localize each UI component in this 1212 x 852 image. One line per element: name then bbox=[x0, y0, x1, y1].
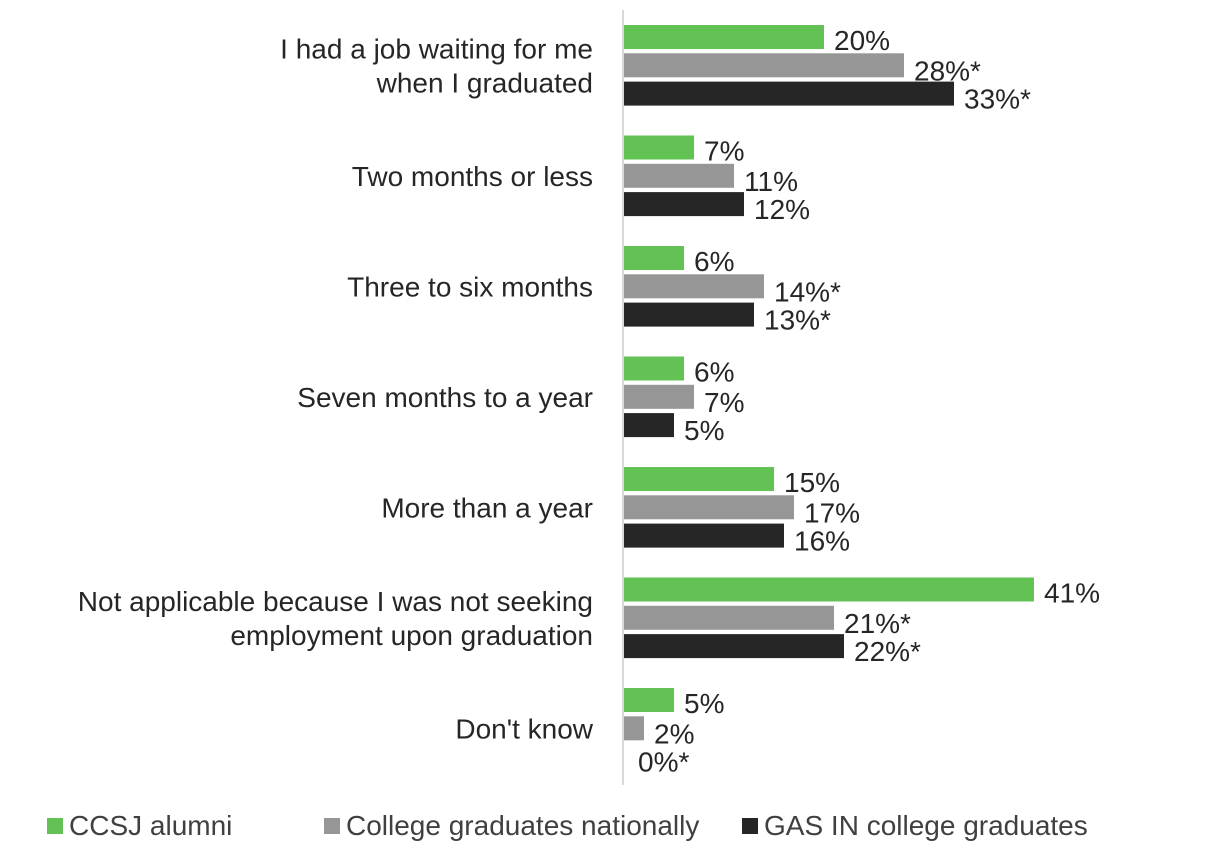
legend-item: GAS IN college graduates bbox=[742, 810, 1088, 842]
bar bbox=[624, 356, 684, 381]
data-label: 20% bbox=[834, 25, 890, 56]
data-label: 6% bbox=[694, 246, 734, 277]
category-label-line: Don't know bbox=[455, 713, 593, 744]
category-label: Don't know bbox=[455, 713, 593, 744]
category-label-line: Two months or less bbox=[352, 161, 593, 192]
category-label-line: I had a job waiting for me bbox=[280, 33, 593, 64]
bar bbox=[624, 135, 694, 160]
category-label: Two months or less bbox=[352, 161, 593, 192]
bar bbox=[624, 53, 904, 78]
data-label: 2% bbox=[654, 718, 694, 749]
data-label: 14%* bbox=[774, 276, 841, 307]
data-label: 22%* bbox=[854, 636, 921, 667]
category-label: Seven months to a year bbox=[297, 382, 593, 413]
data-label: 21%* bbox=[844, 608, 911, 639]
data-label: 0%* bbox=[638, 747, 689, 778]
bar bbox=[624, 523, 784, 548]
legend-swatch bbox=[742, 818, 758, 834]
category-label-line: More than a year bbox=[381, 492, 593, 523]
bar bbox=[624, 25, 824, 49]
data-label: 28%* bbox=[914, 55, 981, 86]
category-label-line: employment upon graduation bbox=[230, 620, 593, 651]
data-label: 5% bbox=[684, 415, 724, 446]
bar bbox=[624, 192, 744, 217]
bar bbox=[624, 634, 844, 659]
bar bbox=[624, 384, 694, 409]
bar bbox=[624, 577, 1034, 602]
bar bbox=[624, 467, 774, 491]
data-label: 5% bbox=[684, 688, 724, 719]
category-label-line: Seven months to a year bbox=[297, 382, 593, 413]
data-label: 15% bbox=[784, 467, 840, 498]
legend-item: College graduates nationally bbox=[324, 810, 699, 842]
legend-swatch bbox=[324, 818, 340, 834]
category-label-line: Not applicable because I was not seeking bbox=[78, 586, 593, 617]
data-label: 7% bbox=[704, 387, 744, 418]
bar bbox=[624, 716, 644, 741]
category-label: Three to six months bbox=[347, 271, 593, 302]
legend: CCSJ alumni College graduates nationally G… bbox=[0, 810, 1212, 852]
category-label: Not applicable because I was not seeking… bbox=[78, 586, 593, 651]
data-label: 13%* bbox=[764, 305, 831, 336]
data-label: 7% bbox=[704, 136, 744, 167]
data-label: 6% bbox=[694, 357, 734, 388]
bar-chart: I had a job waiting for me when I graduat… bbox=[78, 10, 1100, 785]
bar bbox=[624, 413, 674, 438]
category-label: I had a job waiting for me when I graduat… bbox=[280, 33, 593, 98]
data-label: 12% bbox=[754, 194, 810, 225]
bar bbox=[624, 81, 954, 106]
category-label-line: when I graduated bbox=[376, 67, 593, 98]
legend-label: GAS IN college graduates bbox=[764, 810, 1088, 841]
legend-swatch bbox=[47, 818, 63, 834]
bar bbox=[624, 302, 754, 327]
legend-label: College graduates nationally bbox=[346, 810, 700, 841]
category-label: More than a year bbox=[381, 492, 593, 523]
bar bbox=[624, 163, 734, 188]
data-label: 41% bbox=[1044, 578, 1100, 609]
bar bbox=[624, 605, 834, 630]
bar bbox=[624, 246, 684, 270]
data-label: 17% bbox=[804, 497, 860, 528]
data-label: 33%* bbox=[964, 84, 1031, 115]
category-label-line: Three to six months bbox=[347, 271, 593, 302]
bar bbox=[624, 274, 764, 299]
data-label: 11% bbox=[744, 166, 798, 197]
legend-label: CCSJ alumni bbox=[69, 810, 233, 841]
data-label: 16% bbox=[794, 526, 850, 557]
bar bbox=[624, 688, 674, 712]
bar bbox=[624, 495, 794, 520]
legend-item: CCSJ alumni bbox=[47, 810, 232, 842]
